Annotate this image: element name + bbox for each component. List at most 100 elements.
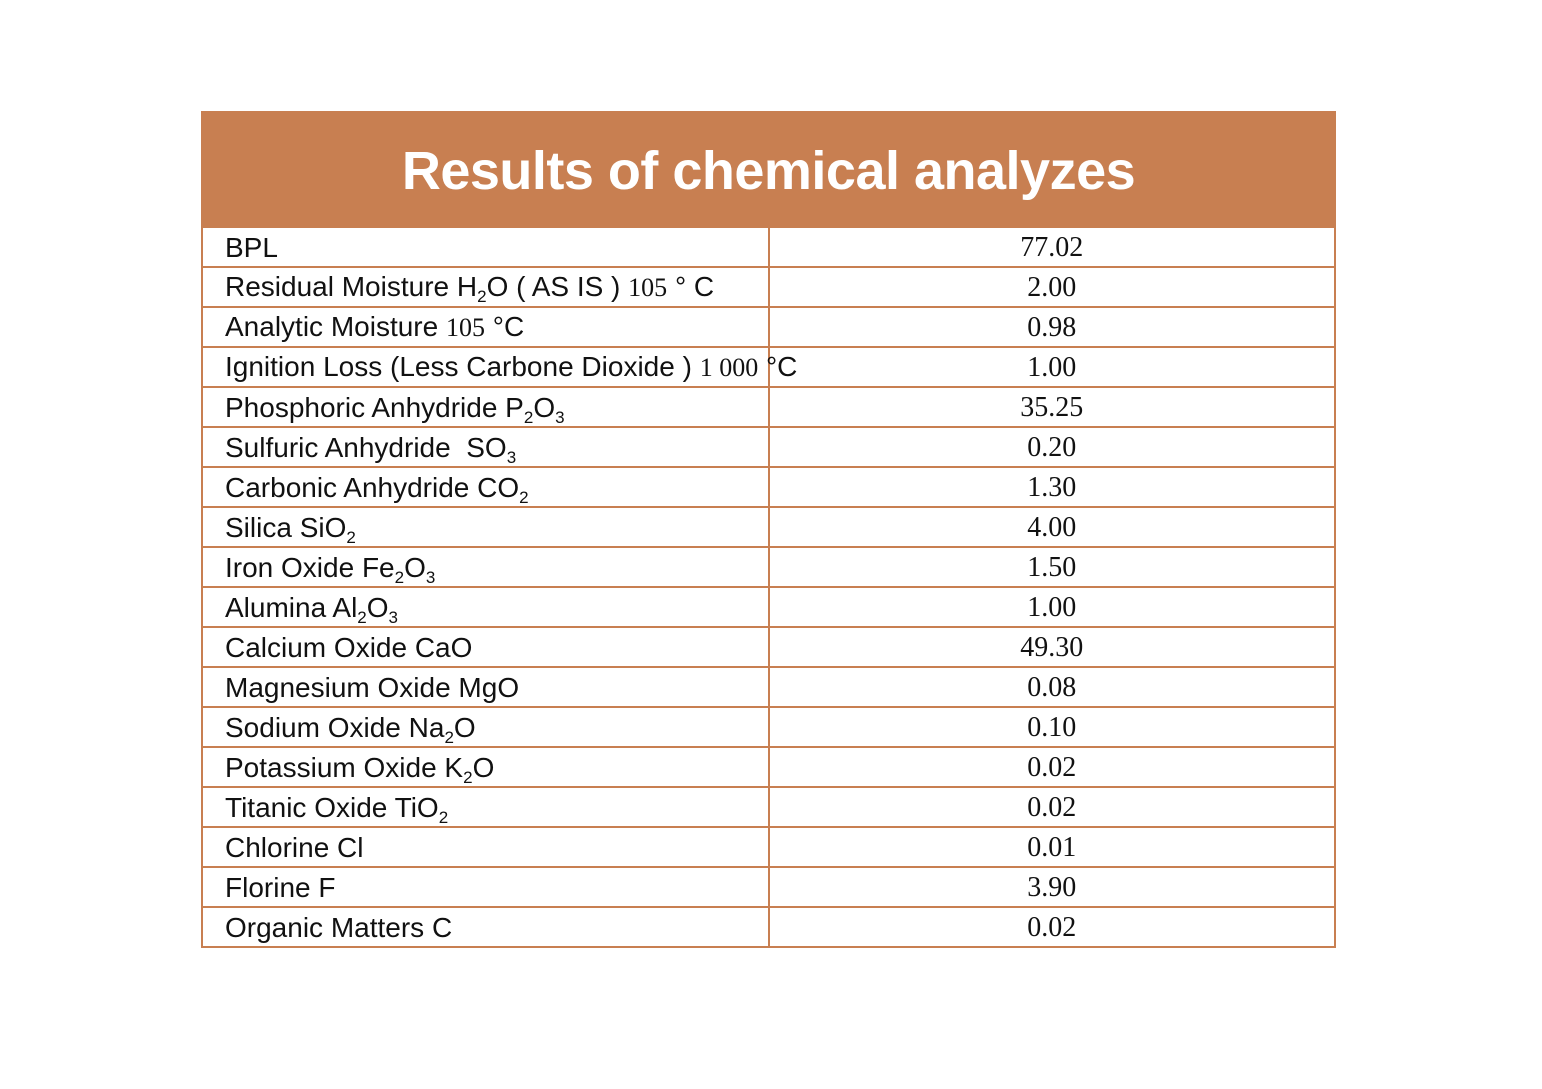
component-name: Sulfuric Anhydride SO3 bbox=[201, 426, 770, 468]
component-label: Magnesium Oxide MgO bbox=[225, 671, 520, 703]
temperature-number: 105 bbox=[628, 273, 668, 302]
value-text: 4.00 bbox=[1027, 512, 1077, 543]
component-label: Ignition Loss (Less Carbone Dioxide ) bbox=[225, 351, 700, 382]
subscript: 2 bbox=[346, 527, 356, 547]
component-label-part: O ( AS IS ) bbox=[486, 271, 629, 302]
table-row: Phosphoric Anhydride P2O3 35.25 bbox=[201, 386, 1336, 428]
temperature-unit: °C bbox=[758, 351, 798, 382]
subscript: 2 bbox=[477, 287, 487, 306]
component-name: Phosphoric Anhydride P2O3 bbox=[201, 386, 770, 428]
component-value: 0.08 bbox=[767, 666, 1336, 708]
component-name: Carbonic Anhydride CO2 bbox=[201, 466, 770, 508]
component-label: Phosphoric Anhydride P bbox=[225, 391, 524, 423]
subscript: 2 bbox=[463, 767, 473, 787]
table-row: BPL 77.02 bbox=[201, 226, 1336, 268]
chemical-analysis-table: Results of chemical analyzes BPL 77.02 R… bbox=[201, 111, 1336, 948]
component-label: Florine F bbox=[225, 871, 336, 903]
table-row: Titanic Oxide TiO2 0.02 bbox=[201, 786, 1336, 828]
component-label: Alumina Al bbox=[225, 591, 358, 623]
table-row: Organic Matters C 0.02 bbox=[201, 906, 1336, 948]
component-value: 0.10 bbox=[767, 706, 1336, 748]
component-label: Sodium Oxide Na bbox=[225, 711, 445, 743]
component-name: Residual Moisture H2O ( AS IS ) 105 ° C bbox=[201, 266, 770, 308]
component-label: Potassium Oxide K bbox=[225, 751, 464, 783]
temperature-number: 1 000 bbox=[699, 353, 759, 382]
table-row: Sulfuric Anhydride SO3 0.20 bbox=[201, 426, 1336, 468]
component-value: 0.98 bbox=[767, 306, 1336, 348]
value-text: 77.02 bbox=[1020, 232, 1084, 263]
table-row: Potassium Oxide K2O 0.02 bbox=[201, 746, 1336, 788]
component-name: Ignition Loss (Less Carbone Dioxide ) 1 … bbox=[201, 346, 797, 388]
component-label-part: O bbox=[453, 711, 476, 743]
component-value: 0.20 bbox=[767, 426, 1336, 468]
table-title: Results of chemical analyzes bbox=[401, 141, 1136, 201]
value-text: 1.00 bbox=[1027, 352, 1077, 383]
component-name: Organic Matters C bbox=[201, 906, 770, 948]
component-name: Silica SiO2 bbox=[201, 506, 770, 548]
table-row: Analytic Moisture 105 °C 0.98 bbox=[201, 306, 1336, 348]
value-text: 0.20 bbox=[1027, 432, 1077, 463]
table-row: Florine F 3.90 bbox=[201, 866, 1336, 908]
table-header-row: Results of chemical analyzes bbox=[202, 112, 1335, 227]
value-text: 2.00 bbox=[1027, 272, 1077, 303]
component-value: 0.02 bbox=[767, 746, 1336, 788]
component-label: Carbonic Anhydride CO bbox=[225, 471, 520, 503]
component-value: 35.25 bbox=[767, 386, 1336, 428]
table-row: Carbonic Anhydride CO2 1.30 bbox=[201, 466, 1336, 508]
component-name: Analytic Moisture 105 °C bbox=[201, 306, 770, 348]
subscript: 2 bbox=[394, 567, 405, 587]
table-row: Residual Moisture H2O ( AS IS ) 105 ° C … bbox=[201, 266, 1336, 308]
component-label: Residual Moisture H bbox=[225, 271, 478, 302]
value-text: 0.02 bbox=[1027, 752, 1077, 783]
component-label: Chlorine Cl bbox=[225, 831, 364, 863]
component-value: 0.01 bbox=[767, 826, 1336, 868]
component-label-part: O bbox=[366, 591, 389, 623]
component-name: Chlorine Cl bbox=[201, 826, 770, 868]
component-label-part: O bbox=[472, 751, 495, 783]
subscript: 2 bbox=[444, 727, 454, 747]
component-name: Florine F bbox=[201, 866, 770, 908]
component-value: 0.02 bbox=[767, 906, 1336, 948]
table-row: Magnesium Oxide MgO 0.08 bbox=[201, 666, 1336, 708]
table-row: Alumina Al2O3 1.00 bbox=[201, 586, 1336, 628]
component-label-part: O bbox=[533, 391, 556, 423]
table-row: Sodium Oxide Na2O 0.10 bbox=[201, 706, 1336, 748]
component-label: Organic Matters C bbox=[225, 911, 453, 943]
subscript: 2 bbox=[519, 487, 529, 507]
temperature-unit: °C bbox=[484, 311, 525, 342]
component-name: Sodium Oxide Na2O bbox=[201, 706, 770, 748]
value-text: 0.10 bbox=[1027, 712, 1077, 743]
value-text: 1.30 bbox=[1027, 472, 1077, 503]
value-text: 0.02 bbox=[1027, 912, 1077, 943]
component-value: 1.00 bbox=[767, 586, 1336, 628]
component-value: 1.30 bbox=[767, 466, 1336, 508]
component-name: Iron Oxide Fe2O3 bbox=[201, 546, 770, 588]
value-text: 0.02 bbox=[1027, 792, 1077, 823]
component-value: 4.00 bbox=[767, 506, 1336, 548]
value-text: 35.25 bbox=[1020, 392, 1084, 423]
value-text: 3.90 bbox=[1027, 872, 1077, 903]
table-row: Chlorine Cl 0.01 bbox=[201, 826, 1336, 868]
component-name: Alumina Al2O3 bbox=[201, 586, 770, 628]
subscript: 3 bbox=[388, 607, 399, 627]
value-text: 0.01 bbox=[1027, 832, 1077, 863]
value-text: 0.08 bbox=[1027, 672, 1077, 703]
component-label: Titanic Oxide TiO bbox=[225, 791, 439, 823]
value-text: 1.50 bbox=[1027, 552, 1077, 583]
component-value: 49.30 bbox=[767, 626, 1336, 668]
table-row: Iron Oxide Fe2O3 1.50 bbox=[201, 546, 1336, 588]
component-value: 0.02 bbox=[767, 786, 1336, 828]
component-label: Calcium Oxide CaO bbox=[225, 631, 473, 663]
component-label: Silica SiO bbox=[225, 511, 347, 543]
subscript: 3 bbox=[555, 407, 565, 427]
table-row: Calcium Oxide CaO 49.30 bbox=[201, 626, 1336, 668]
value-text: 49.30 bbox=[1020, 632, 1084, 663]
table-row: Silica SiO2 4.00 bbox=[201, 506, 1336, 548]
component-value: 1.50 bbox=[767, 546, 1336, 588]
component-label: BPL bbox=[225, 231, 278, 263]
temperature-unit: ° C bbox=[667, 271, 715, 302]
component-label: Sulfuric Anhydride SO bbox=[225, 431, 507, 463]
value-text: 1.00 bbox=[1027, 592, 1077, 623]
component-label: Iron Oxide Fe bbox=[225, 551, 395, 583]
component-value: 1.00 bbox=[767, 346, 1336, 388]
